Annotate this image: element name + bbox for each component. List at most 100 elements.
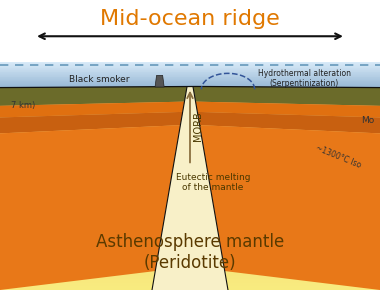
Bar xyxy=(0,82,380,84)
Bar xyxy=(0,113,380,117)
Bar xyxy=(0,283,380,287)
Bar xyxy=(0,198,380,202)
Polygon shape xyxy=(0,86,380,106)
Bar xyxy=(0,215,380,219)
Bar xyxy=(0,225,380,229)
Bar xyxy=(0,130,380,134)
Polygon shape xyxy=(152,87,228,290)
Bar xyxy=(0,107,380,111)
Bar xyxy=(0,77,380,78)
Bar xyxy=(0,279,380,283)
Bar xyxy=(0,266,380,270)
Bar xyxy=(0,273,380,276)
Bar xyxy=(0,191,380,195)
Bar xyxy=(0,70,380,71)
Bar xyxy=(0,74,380,75)
Bar xyxy=(0,80,380,81)
Text: Mid-ocean ridge: Mid-ocean ridge xyxy=(100,9,280,29)
Bar xyxy=(0,262,380,266)
Text: Asthenosphere mantle
(Peridotite): Asthenosphere mantle (Peridotite) xyxy=(96,233,284,272)
Bar xyxy=(0,84,380,85)
Bar xyxy=(0,212,380,215)
Bar xyxy=(0,68,380,70)
Polygon shape xyxy=(0,112,380,133)
Bar xyxy=(0,65,380,66)
Bar xyxy=(0,100,380,104)
Bar xyxy=(0,171,380,175)
Bar xyxy=(0,134,380,138)
Bar xyxy=(0,255,380,260)
Bar xyxy=(0,77,380,79)
Bar xyxy=(0,218,380,222)
Bar xyxy=(0,178,380,182)
Bar xyxy=(0,188,380,192)
Bar xyxy=(0,97,380,101)
Bar xyxy=(0,72,380,74)
Bar xyxy=(0,117,380,121)
Bar xyxy=(0,168,380,172)
Bar xyxy=(0,63,380,64)
Bar xyxy=(0,71,380,72)
Bar xyxy=(0,76,380,77)
Bar xyxy=(0,67,380,68)
Bar xyxy=(0,252,380,256)
Bar xyxy=(0,245,380,249)
Bar xyxy=(0,83,380,85)
Bar xyxy=(0,174,380,178)
Bar xyxy=(0,161,380,165)
Bar xyxy=(0,81,380,83)
Bar xyxy=(0,181,380,185)
Bar xyxy=(0,195,380,199)
Bar xyxy=(0,90,380,94)
Bar xyxy=(0,208,380,212)
Bar xyxy=(0,242,380,246)
Bar xyxy=(0,110,380,114)
Bar xyxy=(0,184,380,188)
Bar xyxy=(0,286,380,290)
Bar xyxy=(0,202,380,205)
Bar xyxy=(0,127,380,131)
Bar xyxy=(0,151,380,155)
Bar xyxy=(0,259,380,263)
Bar xyxy=(0,239,380,243)
Text: Mo: Mo xyxy=(361,116,374,125)
Text: Black smoker: Black smoker xyxy=(68,75,129,84)
Bar xyxy=(0,235,380,239)
Bar xyxy=(0,164,380,168)
Bar xyxy=(0,276,380,280)
Bar xyxy=(0,79,380,80)
Text: Eutectic melting
of the mantle: Eutectic melting of the mantle xyxy=(176,173,250,192)
Bar xyxy=(0,269,380,273)
Bar xyxy=(0,85,380,86)
Bar xyxy=(0,229,380,233)
Bar xyxy=(0,144,380,148)
Bar xyxy=(0,137,380,141)
Bar xyxy=(0,205,380,209)
Bar xyxy=(0,86,380,90)
Bar xyxy=(0,64,380,66)
Bar xyxy=(0,86,380,87)
Text: MORB: MORB xyxy=(193,111,203,141)
Bar xyxy=(0,78,380,79)
Text: 7 km): 7 km) xyxy=(11,101,36,110)
Bar xyxy=(0,154,380,158)
Bar xyxy=(0,81,380,82)
Polygon shape xyxy=(155,75,164,87)
Bar xyxy=(0,141,380,144)
Bar xyxy=(0,120,380,124)
Bar xyxy=(0,68,380,69)
Bar xyxy=(0,124,380,128)
Bar xyxy=(0,75,380,76)
Bar xyxy=(0,232,380,236)
Bar xyxy=(0,249,380,253)
Text: Hydrothermal alteration
(Serpentinization): Hydrothermal alteration (Serpentinizatio… xyxy=(258,69,350,88)
Bar xyxy=(0,93,380,97)
Bar xyxy=(0,69,380,70)
Bar xyxy=(0,72,380,73)
Bar xyxy=(0,64,380,65)
Bar xyxy=(0,73,380,75)
Bar xyxy=(0,62,380,63)
Polygon shape xyxy=(0,102,380,117)
Bar xyxy=(0,103,380,107)
Polygon shape xyxy=(0,125,380,290)
